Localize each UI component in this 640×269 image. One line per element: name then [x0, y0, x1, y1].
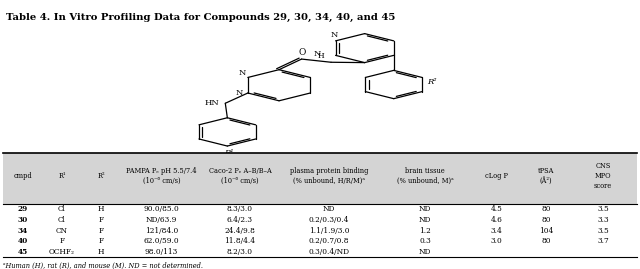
Text: 98.0/113: 98.0/113 [145, 248, 178, 256]
Text: cLog P: cLog P [484, 172, 508, 180]
Text: H: H [318, 52, 324, 60]
Text: 6.4/2.3: 6.4/2.3 [227, 216, 253, 224]
Text: 24.4/9.8: 24.4/9.8 [225, 226, 255, 235]
Text: 1.1/1.9/3.0: 1.1/1.9/3.0 [308, 226, 349, 235]
Text: N: N [314, 50, 321, 58]
Text: Table 4. In Vitro Profiling Data for Compounds 29, 30, 34, 40, and 45: Table 4. In Vitro Profiling Data for Com… [6, 13, 396, 22]
Text: ND: ND [323, 205, 335, 213]
Text: R²: R² [427, 78, 436, 86]
Text: 40: 40 [18, 237, 28, 245]
Text: 0.2/0.3/0.4: 0.2/0.3/0.4 [308, 216, 349, 224]
Bar [3, 153, 637, 204]
Text: N: N [331, 31, 339, 40]
Text: HN: HN [205, 98, 220, 107]
Text: 62.0/59.0: 62.0/59.0 [144, 237, 179, 245]
Text: ND: ND [419, 205, 431, 213]
Text: F: F [60, 237, 65, 245]
Text: 80: 80 [541, 216, 551, 224]
Text: O: O [299, 48, 306, 57]
Text: 121/84.0: 121/84.0 [145, 226, 178, 235]
Text: 1.2: 1.2 [419, 226, 431, 235]
Text: 3.3: 3.3 [597, 216, 609, 224]
Text: PAMPA Pₑ pH 5.5/7.4
(10⁻⁶ cm/s): PAMPA Pₑ pH 5.5/7.4 (10⁻⁶ cm/s) [126, 167, 197, 185]
Text: 3.4: 3.4 [490, 226, 502, 235]
Text: 8.3/3.0: 8.3/3.0 [227, 205, 253, 213]
Text: 4.6: 4.6 [490, 216, 502, 224]
Text: F: F [99, 226, 104, 235]
Text: R²: R² [97, 172, 105, 180]
Text: plasma protein binding
(% unbound, H/R/M)ᵃ: plasma protein binding (% unbound, H/R/M… [290, 167, 368, 185]
Text: ND: ND [419, 248, 431, 256]
Text: ND: ND [419, 216, 431, 224]
Text: 90.0/85.0: 90.0/85.0 [144, 205, 179, 213]
Text: cmpd: cmpd [13, 172, 32, 180]
Text: 3.5: 3.5 [597, 226, 609, 235]
Text: Cl: Cl [58, 205, 66, 213]
Text: 29: 29 [18, 205, 28, 213]
Text: 3.5: 3.5 [597, 205, 609, 213]
Text: R¹: R¹ [58, 172, 66, 180]
Text: 0.3/0.4/ND: 0.3/0.4/ND [308, 248, 349, 256]
Text: CNS
MPO
score: CNS MPO score [594, 162, 612, 190]
Text: 8.2/3.0: 8.2/3.0 [227, 248, 253, 256]
Text: 0.2/0.7/0.8: 0.2/0.7/0.8 [308, 237, 349, 245]
Text: Cl: Cl [58, 216, 66, 224]
Text: brain tissue
(% unbound, M)ᵃ: brain tissue (% unbound, M)ᵃ [397, 167, 453, 185]
Text: 34: 34 [18, 226, 28, 235]
Text: 0.3: 0.3 [419, 237, 431, 245]
Text: 80: 80 [541, 237, 551, 245]
Text: F: F [99, 237, 104, 245]
Text: 3.7: 3.7 [597, 237, 609, 245]
Text: 30: 30 [18, 216, 28, 224]
Text: H: H [98, 248, 104, 256]
Text: N: N [236, 89, 243, 97]
Text: 11.8/4.4: 11.8/4.4 [225, 237, 255, 245]
Text: 80: 80 [541, 205, 551, 213]
Text: R¹: R¹ [225, 149, 234, 157]
Text: tPSA
(Å²): tPSA (Å²) [538, 167, 554, 185]
Text: Caco-2 Pₑ A–B/B–A
(10⁻⁶ cm/s): Caco-2 Pₑ A–B/B–A (10⁻⁶ cm/s) [209, 167, 271, 185]
Text: ᵃHuman (H), rat (R), and mouse (M). ND = not determined.: ᵃHuman (H), rat (R), and mouse (M). ND =… [3, 262, 204, 269]
Text: CN: CN [56, 226, 68, 235]
Text: H: H [98, 205, 104, 213]
Text: 104: 104 [539, 226, 553, 235]
Text: OCHF₂: OCHF₂ [49, 248, 75, 256]
Text: N: N [239, 69, 246, 77]
Text: 4.5: 4.5 [490, 205, 502, 213]
Text: 45: 45 [18, 248, 28, 256]
Text: ND/63.9: ND/63.9 [146, 216, 177, 224]
Text: F: F [99, 216, 104, 224]
Text: 3.0: 3.0 [490, 237, 502, 245]
